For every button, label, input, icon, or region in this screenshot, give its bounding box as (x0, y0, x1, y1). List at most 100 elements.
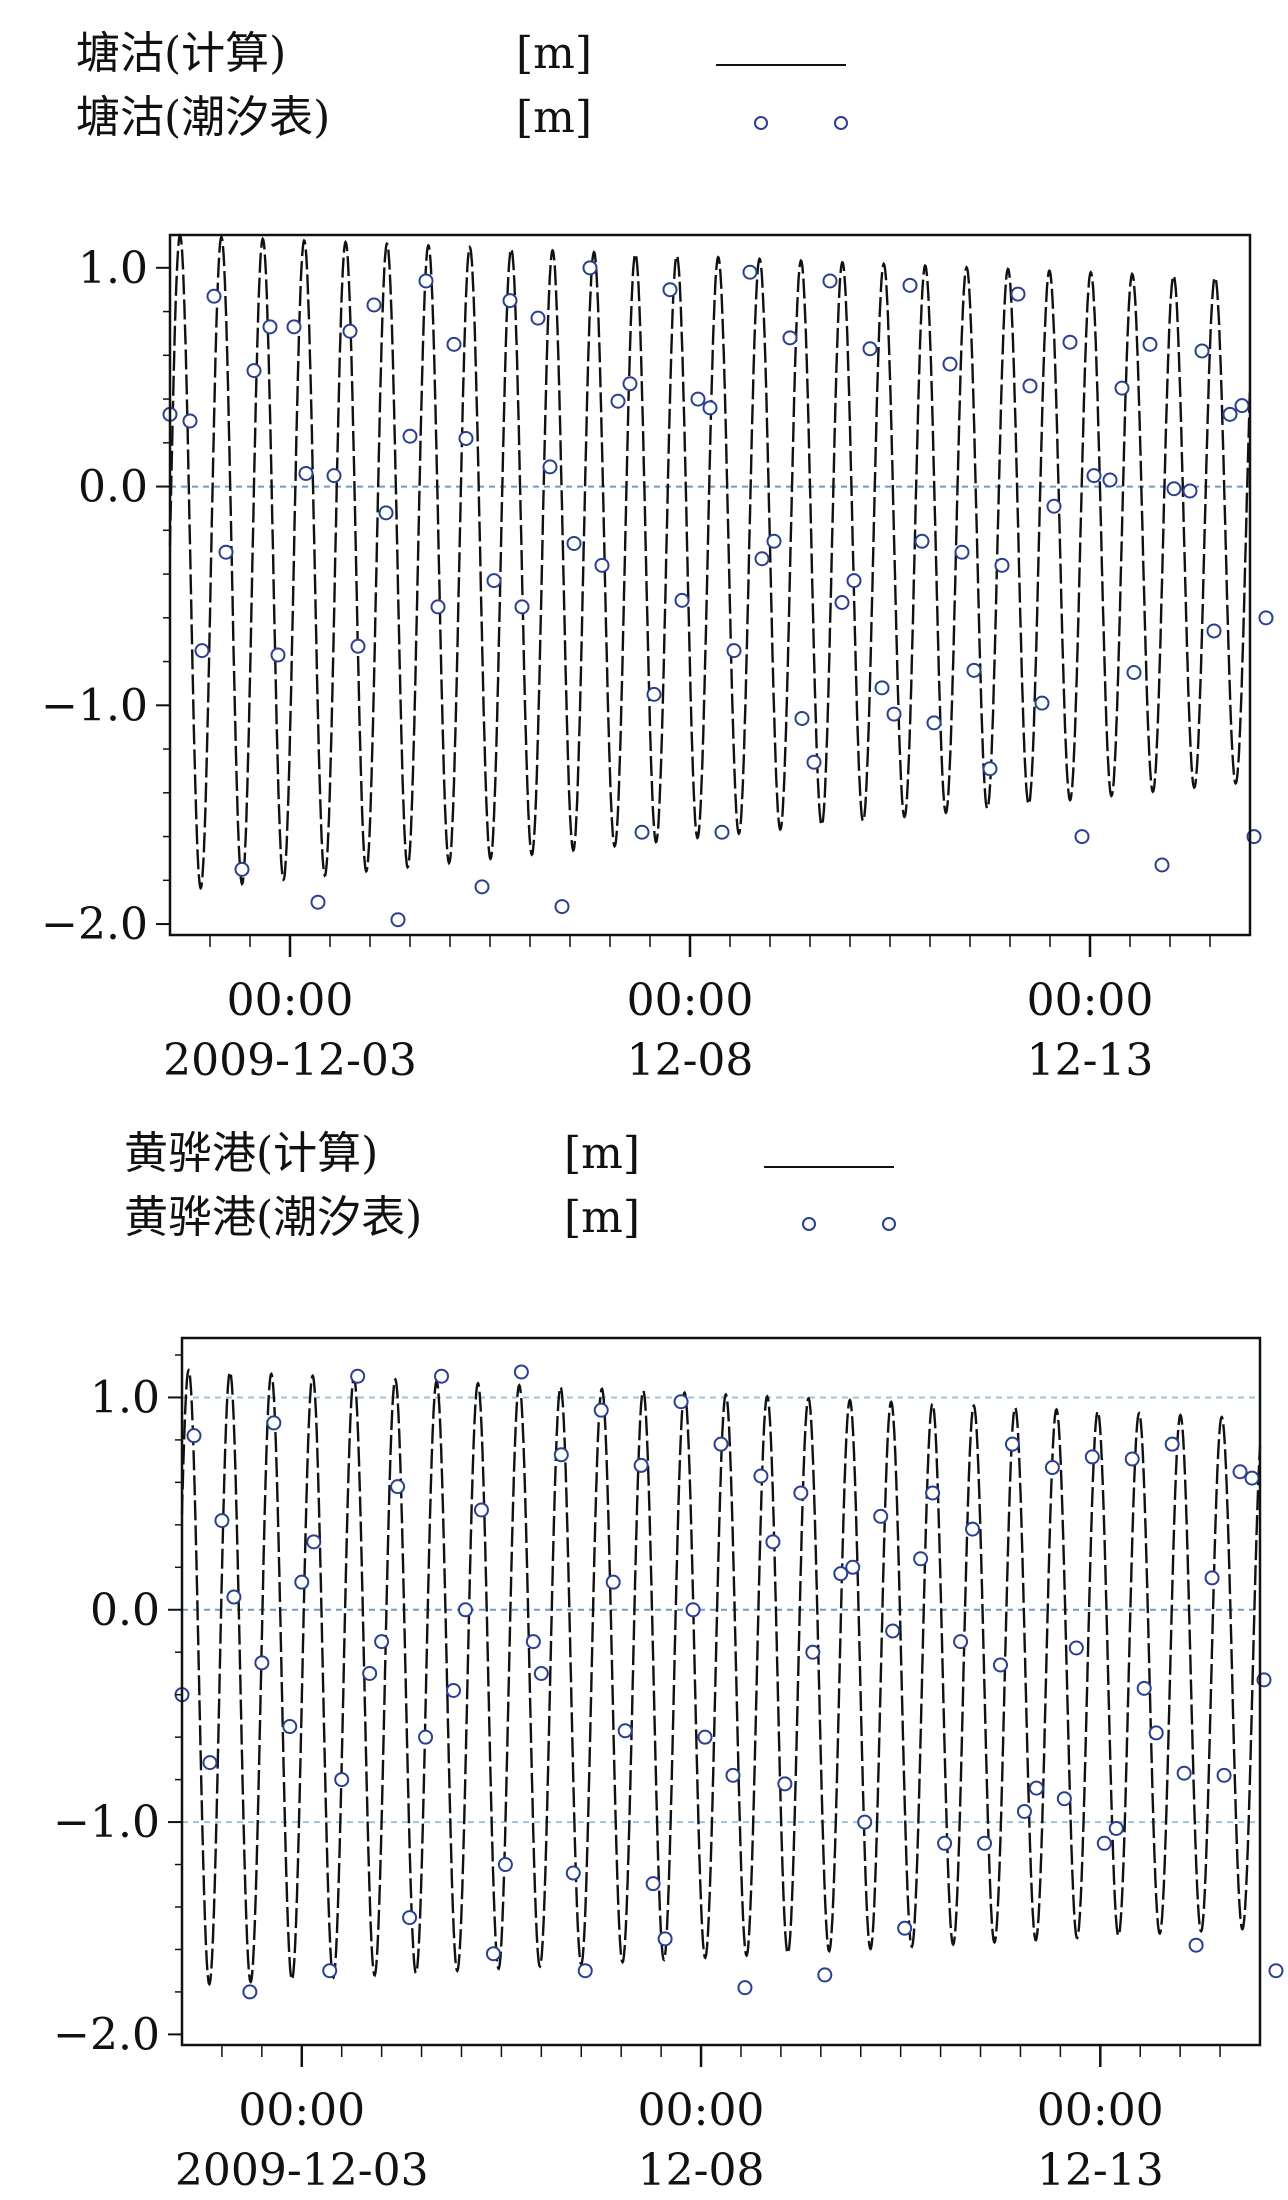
tide-table-point (685, 1602, 701, 1618)
tide-table-point (582, 260, 598, 276)
tide-table-point (525, 1634, 541, 1650)
tide-table-point (817, 1967, 833, 1983)
legend-label: 塘沽(潮汐表) (76, 92, 331, 143)
tide-table-point (366, 297, 382, 313)
tide-table-point (617, 1723, 633, 1739)
tide-table-point (1216, 1767, 1232, 1783)
tide-table-point (565, 1865, 581, 1881)
tide-table-point (765, 1534, 781, 1550)
tide-table-point (566, 535, 582, 551)
tide-table-point (418, 1729, 434, 1745)
tide-table-point (794, 710, 810, 726)
tide-table-point (965, 1521, 981, 1537)
legend-line-swatch (764, 1166, 894, 1168)
tide-table-point (633, 1457, 649, 1473)
tide-table-point (1232, 1464, 1248, 1480)
tide-table-point (350, 1368, 366, 1384)
y-tick-label: 1.0 (90, 1372, 160, 1423)
tide-table-point (234, 861, 250, 877)
tide-table-point (1124, 1451, 1140, 1467)
tide-table-point (502, 293, 518, 309)
tide-table-point (1044, 1460, 1060, 1476)
y-tick-label: 0.0 (78, 462, 148, 513)
tide-table-point (645, 1876, 661, 1892)
tide-table-point (1062, 334, 1078, 350)
tide-table-point (805, 1644, 821, 1660)
tide-table-point (702, 400, 718, 416)
tide-table-point (913, 1551, 929, 1567)
tide-table-point (982, 761, 998, 777)
tide-table-point (862, 341, 878, 357)
tide-table-point (1164, 1436, 1180, 1452)
tide-table-point (542, 459, 558, 475)
tide-table-point (445, 1682, 461, 1698)
tide-table-point (766, 533, 782, 549)
tide-table-point (350, 638, 366, 654)
tide-table-point (270, 647, 286, 663)
tide-table-point (902, 277, 918, 293)
tide-table-point (1188, 1937, 1204, 1953)
legend-unit: [m] (564, 1128, 641, 1179)
tide-table-point (326, 468, 342, 484)
tide-table-point (310, 894, 326, 910)
tide-table-point (1154, 857, 1170, 873)
tide-table-point (266, 1415, 282, 1431)
tide-table-point (845, 1559, 861, 1575)
tide-table-point (1244, 1470, 1260, 1486)
tide-table-point (834, 595, 850, 610)
tide-table-point (662, 282, 678, 298)
tide-table-point (846, 573, 862, 589)
tide-table-point (186, 1428, 202, 1444)
tide-table-point (914, 533, 930, 549)
tide-table-point (925, 1485, 941, 1501)
tide-table-point (822, 273, 838, 289)
tide-table-point (697, 1729, 713, 1745)
tide-table-point (753, 1468, 769, 1484)
tide-table-point (1176, 1765, 1192, 1781)
tide-table-point (362, 1665, 378, 1681)
tide-table-point (1068, 1640, 1084, 1656)
x-tick-label-date: 2009-12-03 (163, 1035, 417, 1086)
tide-table-point (286, 319, 302, 335)
tide-table-point (1096, 1835, 1112, 1851)
x-tick-label-time: 00:00 (1037, 2085, 1164, 2136)
tide-table-point (246, 363, 262, 379)
tide-table-point (514, 599, 530, 615)
tide-table-point (1034, 695, 1050, 711)
tide-table-point (242, 1984, 258, 2000)
x-tick-label-date: 12-13 (1027, 1035, 1154, 1086)
tide-table-point (554, 899, 570, 915)
tide-table-point (577, 1963, 593, 1979)
tide-table-point (942, 356, 958, 372)
tide-chart-tanggu: 1.0 0.0 −1.0 −2.0 00:00 2009-12-03 00:00 12-08 0… (41, 233, 1274, 1086)
tide-table-point (1084, 1449, 1100, 1465)
tide-table-point (777, 1776, 793, 1792)
tide-table-point (622, 376, 638, 392)
x-tick-label-time: 00:00 (638, 2085, 765, 2136)
legend-marker-swatch (802, 1217, 896, 1231)
tide-table-point (690, 391, 706, 407)
tide-table-point (214, 1513, 230, 1529)
tide-table-point (742, 264, 758, 280)
tide-table-point (605, 1574, 621, 1590)
tide-table-point (966, 662, 982, 678)
tide-table-point (530, 310, 546, 326)
plot-frame (180, 1336, 1262, 2047)
tide-table-point (1234, 398, 1250, 414)
tide-table-point (1046, 498, 1062, 514)
tide-table-point (1010, 286, 1026, 302)
tide-table-point (218, 544, 234, 560)
tide-table-point (1102, 472, 1118, 488)
tide-table-point (673, 1394, 689, 1410)
legend-unit: [m] (516, 92, 593, 143)
x-tick-label-date: 12-08 (638, 2145, 765, 2196)
tide-table-point (430, 599, 446, 615)
legend-label: 塘沽(计算) (76, 28, 287, 79)
tide-table-point (594, 557, 610, 573)
x-tick-label-date: 12-08 (627, 1035, 754, 1086)
tide-table-point (342, 323, 358, 339)
tide-table-point (402, 1910, 418, 1926)
tide-table-point (833, 1566, 849, 1582)
legend-marker-swatch (754, 116, 848, 130)
tide-table-point (553, 1447, 569, 1463)
